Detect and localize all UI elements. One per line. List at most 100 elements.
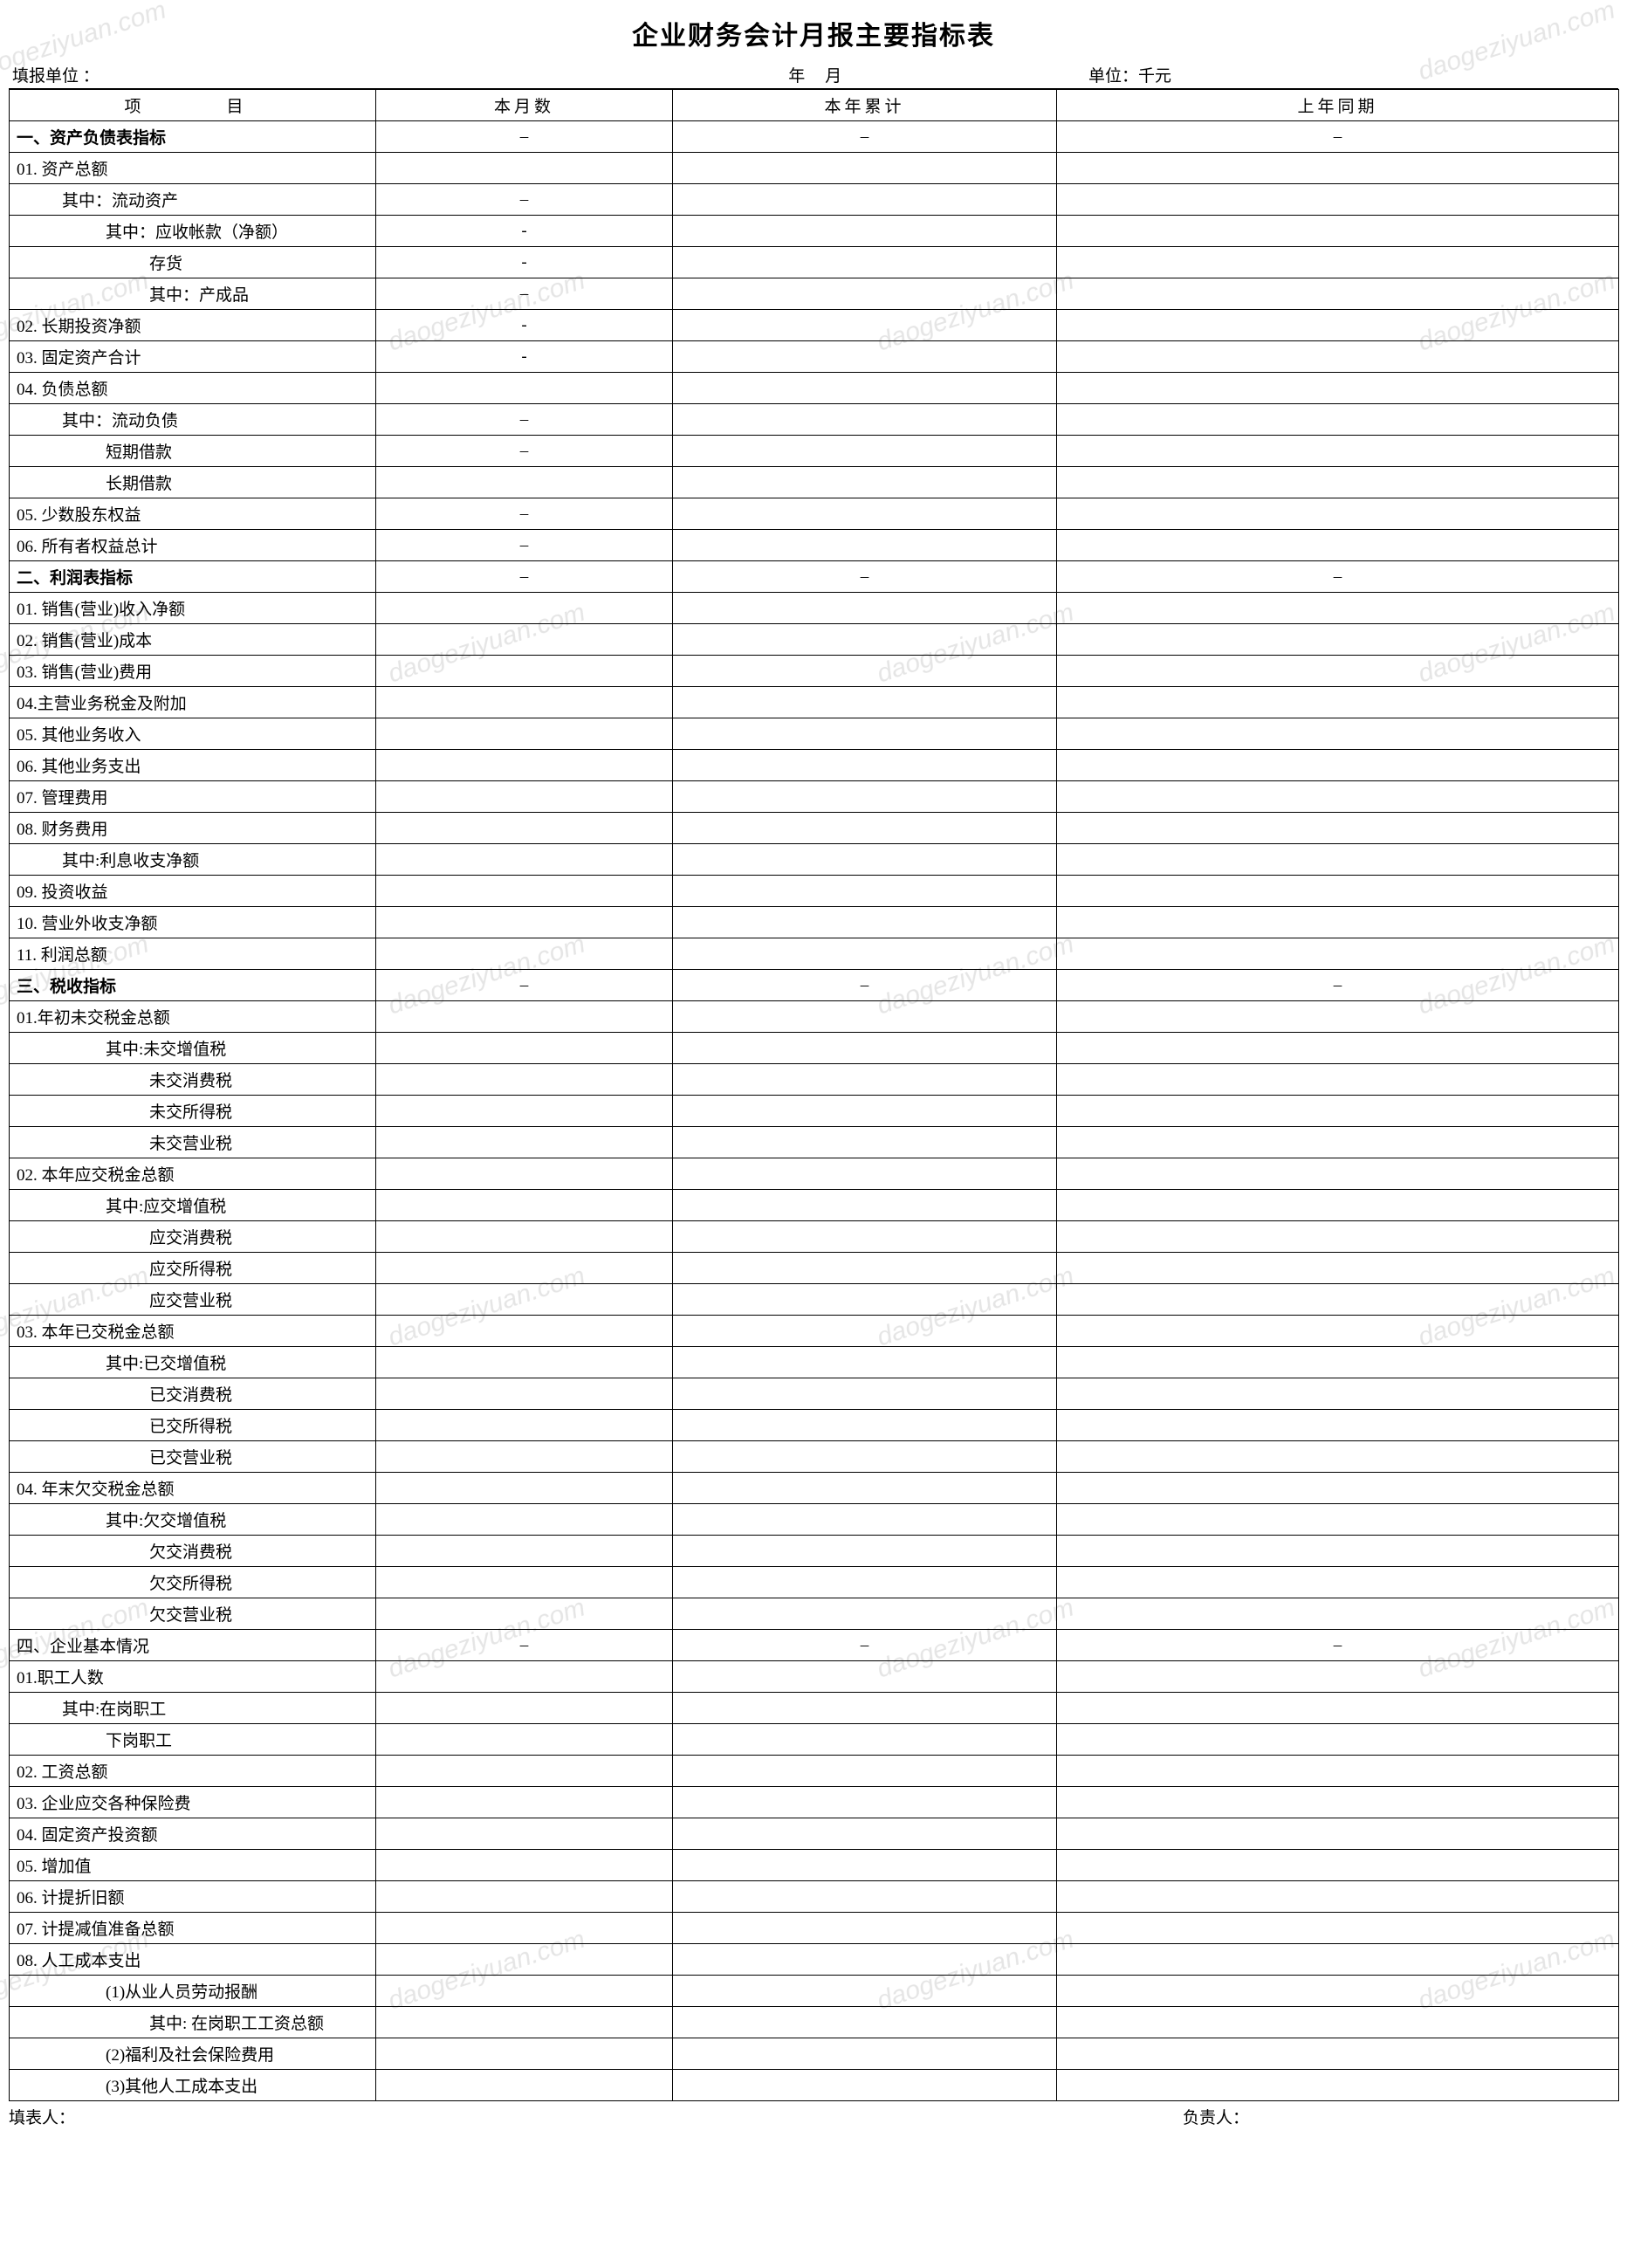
row-label: 其中: 在岗职工工资总额 xyxy=(10,2007,376,2038)
cell-month xyxy=(376,1127,673,1158)
cell-ytd xyxy=(673,1347,1057,1378)
cell-ytd xyxy=(673,1661,1057,1693)
report-sheet: 企业财务会计月报主要指标表 填报单位 ： 年 月 单位：千元 项 目 本月数 本… xyxy=(9,9,1618,2128)
row-label: 08. 人工成本支出 xyxy=(10,1944,376,1976)
cell-ytd xyxy=(673,750,1057,781)
cell-ytd xyxy=(673,1441,1057,1473)
table-row: 其中：应收帐款（净额）- xyxy=(10,216,1619,247)
table-row: 其中：产成品– xyxy=(10,278,1619,310)
table-row: (1)从业人员劳动报酬 xyxy=(10,1976,1619,2007)
cell-ytd xyxy=(673,310,1057,341)
cell-month xyxy=(376,1598,673,1630)
row-label: 04.主营业务税金及附加 xyxy=(10,687,376,718)
table-row: 其中:未交增值税 xyxy=(10,1033,1619,1064)
cell-prev xyxy=(1057,2038,1619,2070)
row-label: 其中:欠交增值税 xyxy=(10,1504,376,1536)
cell-ytd xyxy=(673,876,1057,907)
row-label: 07. 管理费用 xyxy=(10,781,376,813)
cell-prev xyxy=(1057,1850,1619,1881)
cell-month xyxy=(376,1504,673,1536)
row-label: 欠交营业税 xyxy=(10,1598,376,1630)
cell-month xyxy=(376,1347,673,1378)
row-label: 四、企业基本情况 xyxy=(10,1630,376,1661)
cell-prev xyxy=(1057,1724,1619,1756)
cell-ytd xyxy=(673,216,1057,247)
cell-prev xyxy=(1057,813,1619,844)
row-label: 01. 销售(营业)收入净额 xyxy=(10,593,376,624)
cell-month xyxy=(376,1693,673,1724)
table-row: 01.年初未交税金总额 xyxy=(10,1001,1619,1033)
row-label: 01.职工人数 xyxy=(10,1661,376,1693)
meta-fill-unit: 填报单位 ： xyxy=(9,61,547,88)
row-label: 三、税收指标 xyxy=(10,970,376,1001)
row-label: 06. 计提折旧额 xyxy=(10,1881,376,1913)
row-label: 10. 营业外收支净额 xyxy=(10,907,376,938)
cell-ytd xyxy=(673,1190,1057,1221)
cell-month xyxy=(376,1976,673,2007)
cell-prev xyxy=(1057,1316,1619,1347)
cell-ytd xyxy=(673,687,1057,718)
row-label: 07. 计提减值准备总额 xyxy=(10,1913,376,1944)
cell-month xyxy=(376,1567,673,1598)
row-label: 06. 所有者权益总计 xyxy=(10,530,376,561)
row-label: 其中：产成品 xyxy=(10,278,376,310)
row-label: (1)从业人员劳动报酬 xyxy=(10,1976,376,2007)
cell-ytd xyxy=(673,1724,1057,1756)
cell-prev xyxy=(1057,844,1619,876)
row-label: 02. 工资总额 xyxy=(10,1756,376,1787)
table-row: 四、企业基本情况––– xyxy=(10,1630,1619,1661)
cell-month: – xyxy=(376,530,673,561)
cell-prev: – xyxy=(1057,1630,1619,1661)
row-label: 欠交消费税 xyxy=(10,1536,376,1567)
cell-ytd xyxy=(673,1536,1057,1567)
cell-month xyxy=(376,2038,673,2070)
cell-ytd xyxy=(673,1504,1057,1536)
cell-ytd xyxy=(673,467,1057,498)
table-header-row: 项 目 本月数 本年累计 上年同期 xyxy=(10,90,1619,121)
row-label: 下岗职工 xyxy=(10,1724,376,1756)
table-row: 未交所得税 xyxy=(10,1096,1619,1127)
cell-month: - xyxy=(376,341,673,373)
cell-prev xyxy=(1057,2070,1619,2101)
cell-ytd xyxy=(673,718,1057,750)
cell-ytd xyxy=(673,1567,1057,1598)
cell-month xyxy=(376,1284,673,1316)
row-label: 01. 资产总额 xyxy=(10,153,376,184)
cell-ytd xyxy=(673,1473,1057,1504)
table-row: 01.职工人数 xyxy=(10,1661,1619,1693)
cell-month: – xyxy=(376,1630,673,1661)
cell-month xyxy=(376,656,673,687)
cell-ytd xyxy=(673,1410,1057,1441)
row-label: 未交所得税 xyxy=(10,1096,376,1127)
cell-ytd xyxy=(673,781,1057,813)
cell-month xyxy=(376,1316,673,1347)
table-row: 其中:利息收支净额 xyxy=(10,844,1619,876)
cell-prev xyxy=(1057,1221,1619,1253)
row-label: 已交所得税 xyxy=(10,1410,376,1441)
table-row: 短期借款– xyxy=(10,436,1619,467)
cell-prev xyxy=(1057,718,1619,750)
cell-prev xyxy=(1057,1378,1619,1410)
table-row: 其中:在岗职工 xyxy=(10,1693,1619,1724)
report-title: 企业财务会计月报主要指标表 xyxy=(9,9,1618,61)
cell-prev: – xyxy=(1057,561,1619,593)
cell-prev xyxy=(1057,1598,1619,1630)
cell-ytd xyxy=(673,436,1057,467)
cell-month: – xyxy=(376,121,673,153)
row-label: 02. 长期投资净额 xyxy=(10,310,376,341)
cell-ytd xyxy=(673,593,1057,624)
table-row: 欠交所得税 xyxy=(10,1567,1619,1598)
row-label: 应交消费税 xyxy=(10,1221,376,1253)
row-label: 其中:利息收支净额 xyxy=(10,844,376,876)
row-label: 欠交所得税 xyxy=(10,1567,376,1598)
cell-month: – xyxy=(376,436,673,467)
cell-month xyxy=(376,1850,673,1881)
cell-prev xyxy=(1057,2007,1619,2038)
row-label: 未交营业税 xyxy=(10,1127,376,1158)
cell-prev xyxy=(1057,1064,1619,1096)
table-row: 03. 固定资产合计- xyxy=(10,341,1619,373)
cell-prev xyxy=(1057,1096,1619,1127)
table-row: 一、资产负债表指标––– xyxy=(10,121,1619,153)
table-row: 已交所得税 xyxy=(10,1410,1619,1441)
table-row: 02. 本年应交税金总额 xyxy=(10,1158,1619,1190)
